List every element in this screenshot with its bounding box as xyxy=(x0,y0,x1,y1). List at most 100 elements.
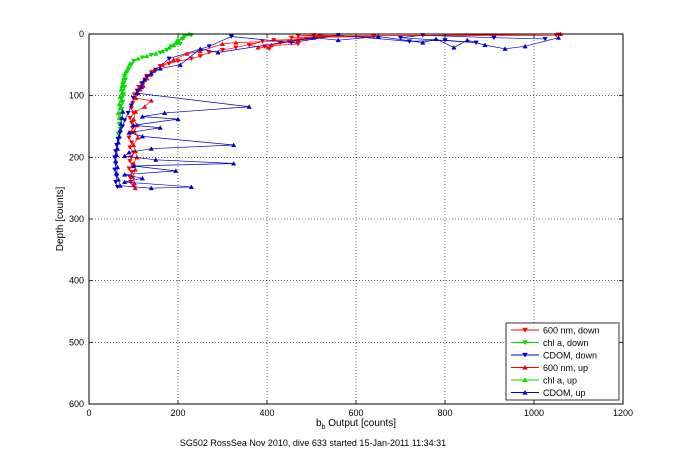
data-point xyxy=(113,158,119,164)
data-point xyxy=(375,33,381,39)
data-point xyxy=(117,127,123,133)
legend: 600 nm, down chl a, down CDOM, down 600 nm,… xyxy=(505,322,620,401)
data-point xyxy=(127,115,133,121)
legend-marker xyxy=(522,352,528,358)
data-point xyxy=(288,35,295,41)
legend-marker xyxy=(522,377,528,383)
data-point xyxy=(555,35,562,40)
data-point xyxy=(173,40,179,45)
data-point xyxy=(246,104,252,109)
data-point xyxy=(188,184,194,189)
data-point xyxy=(335,37,341,43)
data-point xyxy=(119,115,125,120)
y-tick-label: 300 xyxy=(69,214,84,224)
data-point xyxy=(133,95,139,101)
figure-caption: SG502 RossSea Nov 2010, dive 633 started… xyxy=(180,438,446,448)
series-layer xyxy=(112,31,564,191)
data-point xyxy=(148,98,154,103)
data-point xyxy=(177,62,183,67)
data-point xyxy=(135,56,141,61)
data-point xyxy=(129,174,136,180)
legend-label: chl a, up xyxy=(543,376,577,386)
data-point xyxy=(170,57,177,62)
data-point xyxy=(502,46,508,51)
data-point xyxy=(127,145,133,150)
legend-marker xyxy=(522,364,528,370)
data-point xyxy=(230,161,237,166)
data-point xyxy=(157,125,163,130)
data-point xyxy=(119,83,125,88)
data-point xyxy=(141,104,148,109)
data-point xyxy=(118,87,124,92)
x-tick-label: 1000 xyxy=(524,408,544,418)
data-point xyxy=(121,153,128,159)
data-point xyxy=(119,90,125,96)
data-point xyxy=(175,37,181,43)
data-point xyxy=(206,44,212,49)
y-tick-label: 600 xyxy=(69,399,84,409)
data-point xyxy=(268,42,275,48)
data-point xyxy=(542,36,548,42)
data-point xyxy=(148,185,154,191)
data-point xyxy=(433,36,439,41)
data-point xyxy=(148,70,154,76)
data-point xyxy=(125,110,131,116)
x-tick-label: 400 xyxy=(259,408,274,418)
data-point xyxy=(157,66,163,71)
data-point xyxy=(126,166,132,171)
data-point xyxy=(179,35,186,40)
data-point xyxy=(129,140,135,146)
data-point xyxy=(230,142,237,148)
x-axis-label-rest: Output [counts] xyxy=(325,418,396,429)
x-axis-label-main: b xyxy=(316,418,322,429)
legend-label: chl a, down xyxy=(543,338,589,348)
data-point xyxy=(139,175,146,181)
data-point xyxy=(197,54,203,59)
series-chl-a-up xyxy=(115,31,192,120)
data-point xyxy=(135,135,141,140)
x-axis-label: bb Output [counts] xyxy=(316,418,396,431)
data-point xyxy=(118,98,124,103)
data-point xyxy=(166,56,172,62)
data-point xyxy=(115,140,122,145)
data-point xyxy=(123,68,130,74)
data-point xyxy=(132,167,138,172)
y-tick-label: 200 xyxy=(69,152,84,162)
data-point xyxy=(159,62,166,67)
data-point xyxy=(121,72,128,77)
data-point xyxy=(162,110,168,115)
data-point xyxy=(130,163,137,168)
data-point xyxy=(170,42,177,48)
legend-marker xyxy=(522,340,528,346)
data-point xyxy=(255,45,261,50)
data-point xyxy=(219,48,226,53)
data-point xyxy=(311,35,317,40)
legend-label: 600 nm, up xyxy=(543,363,588,373)
tick-labels: 0 200 400 600 800 1000 1200 0 100 200 300 400 500 600 xyxy=(69,29,633,418)
data-point xyxy=(126,135,132,141)
data-point xyxy=(113,170,120,176)
x-tick-label: 1200 xyxy=(613,408,633,418)
data-point xyxy=(130,116,137,122)
data-point xyxy=(114,164,121,170)
data-point xyxy=(491,35,497,41)
data-point xyxy=(420,40,426,45)
data-point xyxy=(197,46,203,51)
x-tick-label: 0 xyxy=(86,408,91,418)
data-point xyxy=(132,185,138,191)
legend-marker xyxy=(522,327,528,333)
x-tick-label: 200 xyxy=(170,408,185,418)
data-point xyxy=(175,116,181,122)
data-point xyxy=(113,152,120,157)
data-point xyxy=(139,133,146,139)
data-point xyxy=(153,51,159,56)
data-point xyxy=(127,159,133,164)
data-point xyxy=(116,101,122,107)
x-tick-label: 600 xyxy=(348,408,363,418)
data-point xyxy=(522,43,528,49)
data-point xyxy=(144,53,150,59)
legend-box xyxy=(505,322,620,401)
data-point xyxy=(159,48,166,54)
legend-label: CDOM, up xyxy=(543,388,586,398)
